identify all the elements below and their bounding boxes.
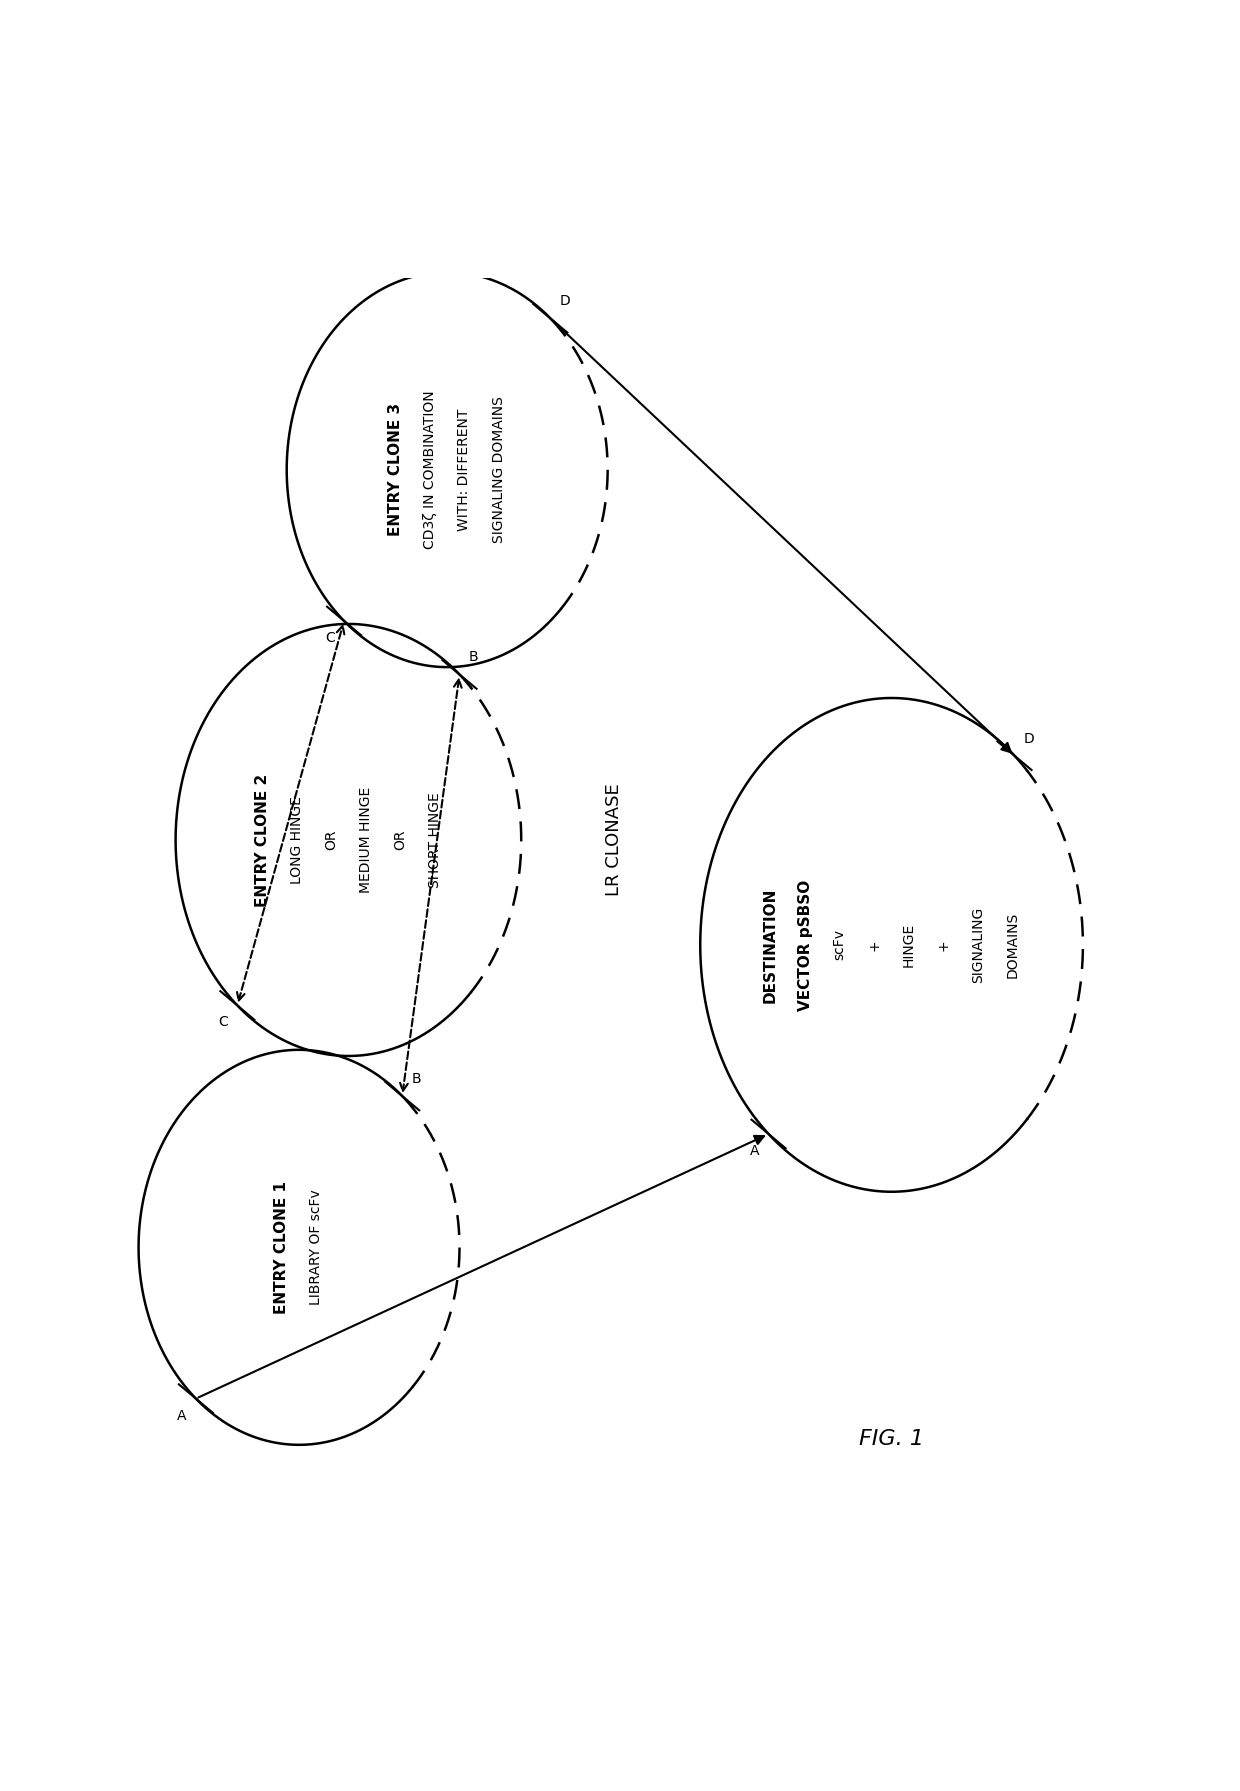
Text: A: A <box>749 1144 759 1159</box>
Text: LONG HINGE: LONG HINGE <box>290 795 304 885</box>
Text: DESTINATION: DESTINATION <box>763 887 779 1003</box>
Text: ENTRY CLONE 1: ENTRY CLONE 1 <box>274 1180 289 1315</box>
Text: HINGE: HINGE <box>901 922 916 967</box>
Text: WITH: DIFFERENT: WITH: DIFFERENT <box>458 408 471 530</box>
Text: FIG. 1: FIG. 1 <box>859 1429 924 1449</box>
Text: OR: OR <box>393 829 407 851</box>
Text: OR: OR <box>324 829 339 851</box>
Text: ENTRY CLONE 2: ENTRY CLONE 2 <box>254 774 269 906</box>
Text: SIGNALING: SIGNALING <box>971 906 985 983</box>
Text: VECTOR pSBSO: VECTOR pSBSO <box>797 879 812 1010</box>
Text: C: C <box>325 630 335 645</box>
Text: B: B <box>469 650 479 664</box>
Text: LIBRARY OF scFv: LIBRARY OF scFv <box>309 1189 324 1306</box>
Text: SHORT HINGE: SHORT HINGE <box>428 792 441 888</box>
Text: A: A <box>177 1410 186 1422</box>
Text: D: D <box>1023 733 1034 745</box>
Text: MEDIUM HINGE: MEDIUM HINGE <box>358 786 373 894</box>
Text: D: D <box>559 294 570 308</box>
Text: scFv: scFv <box>833 930 847 960</box>
Text: ENTRY CLONE 3: ENTRY CLONE 3 <box>388 403 403 536</box>
Text: SIGNALING DOMAINS: SIGNALING DOMAINS <box>492 396 506 543</box>
Text: LR CLONASE: LR CLONASE <box>605 784 622 896</box>
Text: CD3ζ IN COMBINATION: CD3ζ IN COMBINATION <box>423 390 436 548</box>
Text: +: + <box>867 938 882 951</box>
Text: B: B <box>412 1073 422 1085</box>
Text: DOMAINS: DOMAINS <box>1006 912 1019 978</box>
Text: C: C <box>218 1015 228 1030</box>
Text: +: + <box>936 938 950 951</box>
